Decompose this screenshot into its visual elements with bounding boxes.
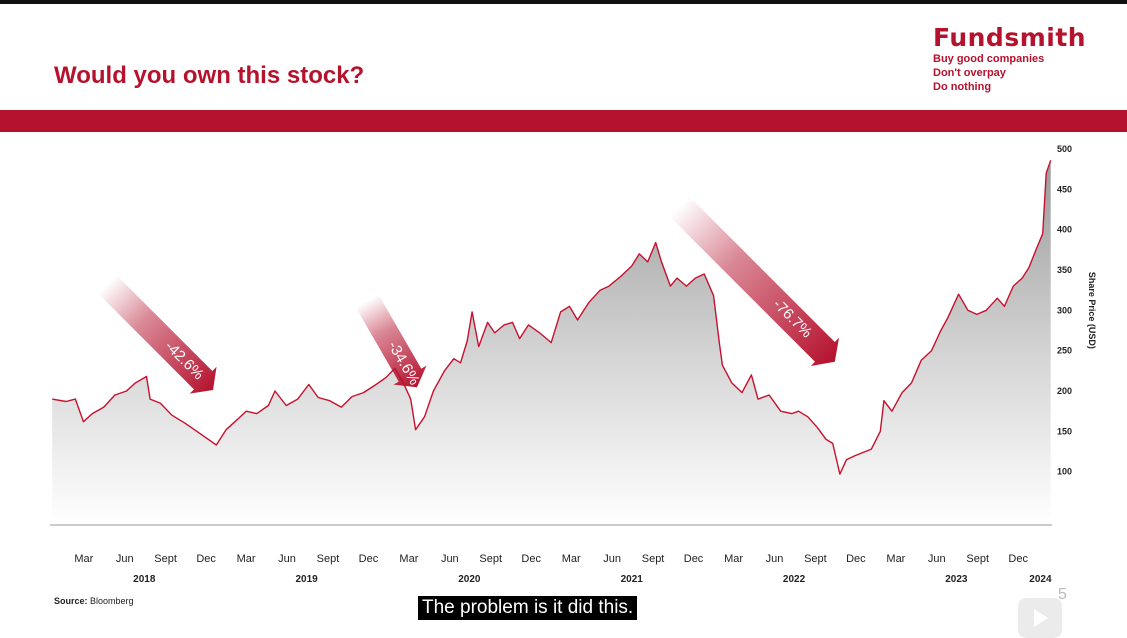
y-axis-label: Share Price (USD) (1087, 272, 1097, 349)
x-tick-label: Dec (359, 553, 379, 565)
price-line (52, 160, 1052, 475)
year-label: 2024 (1029, 574, 1052, 585)
x-tick-label: Dec (1008, 553, 1028, 565)
x-tick-label: Dec (846, 553, 866, 565)
x-tick-label: Sept (642, 553, 665, 565)
logo-tagline-3: Do nothing (933, 81, 992, 93)
x-tick-label: Sept (804, 553, 827, 565)
y-tick-label: 250 (1057, 346, 1072, 356)
y-tick-label: 400 (1057, 225, 1072, 235)
share-price-chart: 100 150 200 250 300 350 400 450 500 Share Price (… (50, 144, 1097, 585)
x-tick-label: Sept (966, 553, 989, 565)
play-icon (1034, 609, 1048, 627)
x-tick-label: Jun (603, 553, 621, 565)
year-label: 2022 (783, 574, 806, 585)
y-tick-label: 450 (1057, 184, 1072, 194)
x-tick-label: Jun (766, 553, 784, 565)
y-tick-label: 300 (1057, 305, 1072, 315)
top-border (0, 0, 1127, 4)
x-tick-label: Jun (278, 553, 296, 565)
x-tick-label: Mar (562, 553, 581, 565)
x-tick-label: Sept (317, 553, 340, 565)
x-tick-label: Mar (237, 553, 256, 565)
source-label: Source: (54, 596, 88, 606)
header-band (0, 110, 1127, 132)
y-tick-label: 150 (1057, 426, 1072, 436)
x-tick-label: Mar (724, 553, 743, 565)
year-label: 2021 (621, 574, 644, 585)
x-tick-label: Dec (521, 553, 541, 565)
logo-tagline-2: Don't overpay (933, 67, 1006, 79)
x-tick-label: Sept (154, 553, 177, 565)
drawdown-arrow-shape (355, 294, 427, 388)
drawdown-arrow: -42.6% (97, 274, 217, 394)
year-label: 2018 (133, 574, 156, 585)
play-button[interactable] (1018, 598, 1062, 638)
drawdown-arrow-shape (669, 196, 840, 367)
drawdown-arrow-shape (97, 274, 217, 394)
page-number: 5 (1058, 586, 1067, 603)
y-tick-label: 200 (1057, 386, 1072, 396)
x-tick-label: Mar (399, 553, 418, 565)
x-tick-label: Jun (116, 553, 134, 565)
y-tick-label: 350 (1057, 265, 1072, 275)
year-label: 2023 (945, 574, 968, 585)
year-label: 2020 (458, 574, 481, 585)
x-tick-label: Jun (441, 553, 459, 565)
x-tick-label: Dec (196, 553, 216, 565)
x-tick-label: Sept (479, 553, 502, 565)
slide-title: Would you own this stock? (54, 62, 365, 89)
logo-name: Fundsmith (933, 23, 1087, 52)
x-tick-label: Mar (886, 553, 905, 565)
y-tick-label: 500 (1057, 144, 1072, 154)
fundsmith-logo: Fundsmith Buy good companies Don't overp… (933, 24, 1113, 94)
x-tick-label: Dec (684, 553, 704, 565)
y-tick-label: 100 (1057, 467, 1072, 477)
x-tick-label: Jun (928, 553, 946, 565)
source-value: Bloomberg (90, 596, 134, 606)
video-subtitle: The problem is it did this. (418, 596, 638, 620)
logo-tagline-1: Buy good companies (933, 53, 1045, 65)
year-label: 2019 (295, 574, 318, 585)
x-tick-label: Mar (74, 553, 93, 565)
source-note: Source: Bloomberg (54, 596, 134, 606)
